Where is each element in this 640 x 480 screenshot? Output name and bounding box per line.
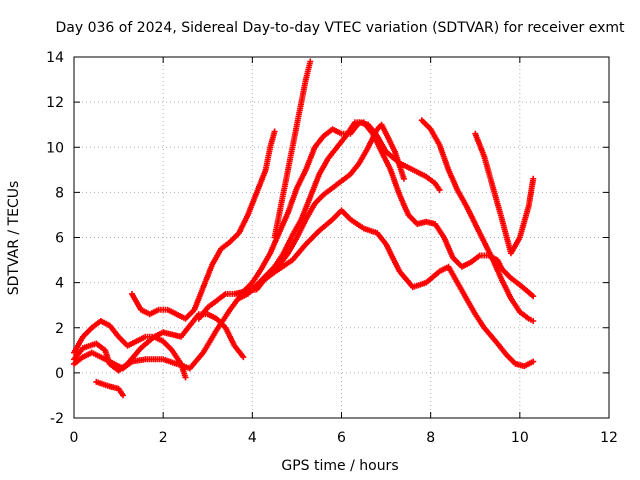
series-track-5	[129, 128, 278, 322]
chart-title: Day 036 of 2024, Sidereal Day-to-day VTE…	[56, 20, 626, 36]
y-tick-label: 6	[55, 231, 64, 247]
y-tick-label: -2	[50, 411, 64, 427]
series-track-10	[418, 117, 537, 324]
x-tick-label: 10	[511, 430, 529, 446]
x-tick-label: 4	[248, 430, 257, 446]
y-tick-label: 0	[55, 366, 64, 382]
x-tick-label: 2	[159, 430, 168, 446]
data-marks	[71, 58, 537, 399]
x-tick-label: 6	[337, 430, 346, 446]
y-tick-label: 4	[55, 276, 64, 292]
x-tick-label: 8	[426, 430, 435, 446]
y-tick-label: 2	[55, 321, 64, 337]
y-tick-label: 12	[46, 95, 64, 111]
y-axis-label: SDTVAR / TECUs	[6, 181, 22, 296]
y-tick-label: 14	[46, 50, 64, 66]
axis-ticks: 0 2 4 6 8 10 12 -2 0 2 4 6 8 10 12 14	[46, 50, 618, 446]
x-axis-label: GPS time / hours	[281, 458, 398, 474]
x-tick-label: 0	[70, 430, 79, 446]
series-track-9	[271, 58, 314, 241]
series-track-3	[71, 311, 247, 374]
series-track-4	[93, 378, 126, 399]
series-track-11	[472, 130, 537, 257]
x-tick-label: 12	[600, 430, 618, 446]
y-tick-label: 10	[46, 140, 64, 156]
series-track-8	[236, 119, 537, 302]
y-tick-label: 8	[55, 185, 64, 201]
series-track-6	[195, 119, 443, 322]
